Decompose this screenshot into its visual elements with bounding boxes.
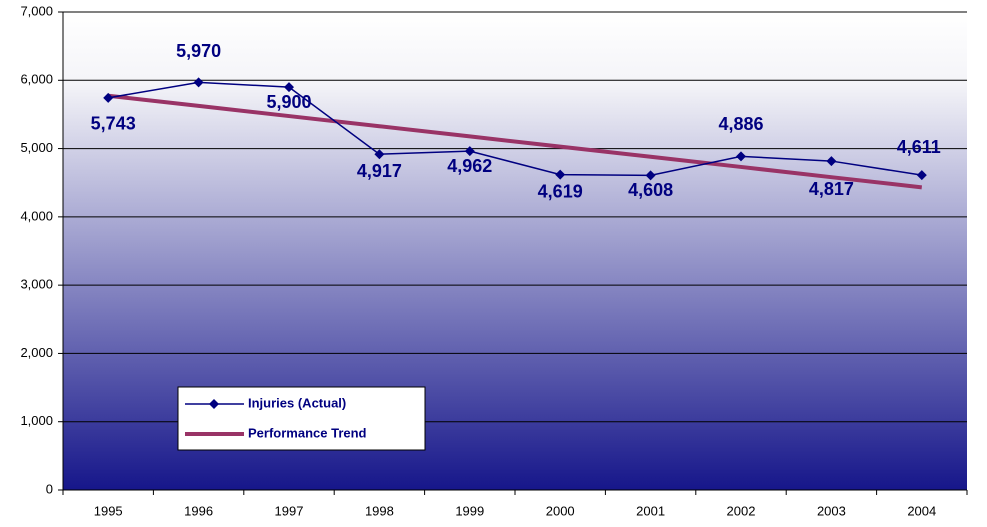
x-tick-label: 1999: [455, 503, 484, 518]
x-tick-label: 1997: [275, 503, 304, 518]
legend: [177, 386, 426, 451]
x-tick-label: 1995: [94, 503, 123, 518]
point: [826, 156, 837, 167]
data-label: 5,900: [266, 92, 311, 112]
y-tick-label: 5,000: [20, 140, 53, 155]
data-label: 4,917: [357, 161, 402, 181]
point: [284, 82, 294, 93]
y-tick-label: 4,000: [20, 208, 53, 223]
x-tick-label: 2002: [727, 503, 756, 518]
legend-marker: [209, 399, 219, 409]
x-tick-label: 2000: [546, 503, 575, 518]
point: [374, 149, 385, 160]
data-label: 4,886: [718, 114, 763, 134]
point: [645, 170, 656, 181]
data-label: 5,970: [176, 41, 221, 61]
point: [193, 77, 204, 88]
data-label: 4,608: [628, 180, 673, 200]
data-label: 4,611: [897, 137, 941, 157]
legend-label: Performance Trend: [248, 425, 367, 440]
x-tick-label: 2003: [817, 503, 846, 518]
point: [103, 92, 114, 103]
y-tick-label: 2,000: [20, 345, 53, 360]
point: [916, 170, 927, 181]
y-tick-label: 7,000: [20, 3, 53, 18]
y-tick-label: 6,000: [20, 72, 53, 87]
data-label: 4,619: [538, 181, 583, 201]
x-tick-label: 2004: [907, 503, 936, 518]
legend-label: Injuries (Actual): [248, 395, 346, 410]
data-label: 4,817: [809, 179, 854, 199]
y-tick-label: 0: [46, 481, 53, 496]
data-label: 5,743: [91, 114, 136, 134]
trend-line: [107, 93, 923, 190]
x-tick-label: 2001: [636, 503, 665, 518]
x-tick-label: 1996: [184, 503, 213, 518]
x-tick-label: 1998: [365, 503, 394, 518]
point: [464, 146, 475, 157]
y-tick-label: 1,000: [20, 413, 53, 428]
point: [555, 169, 566, 180]
series-line: [108, 81, 922, 177]
y-tick-label: 3,000: [20, 277, 53, 292]
point: [736, 151, 746, 162]
data-label: 4,962: [447, 156, 492, 176]
